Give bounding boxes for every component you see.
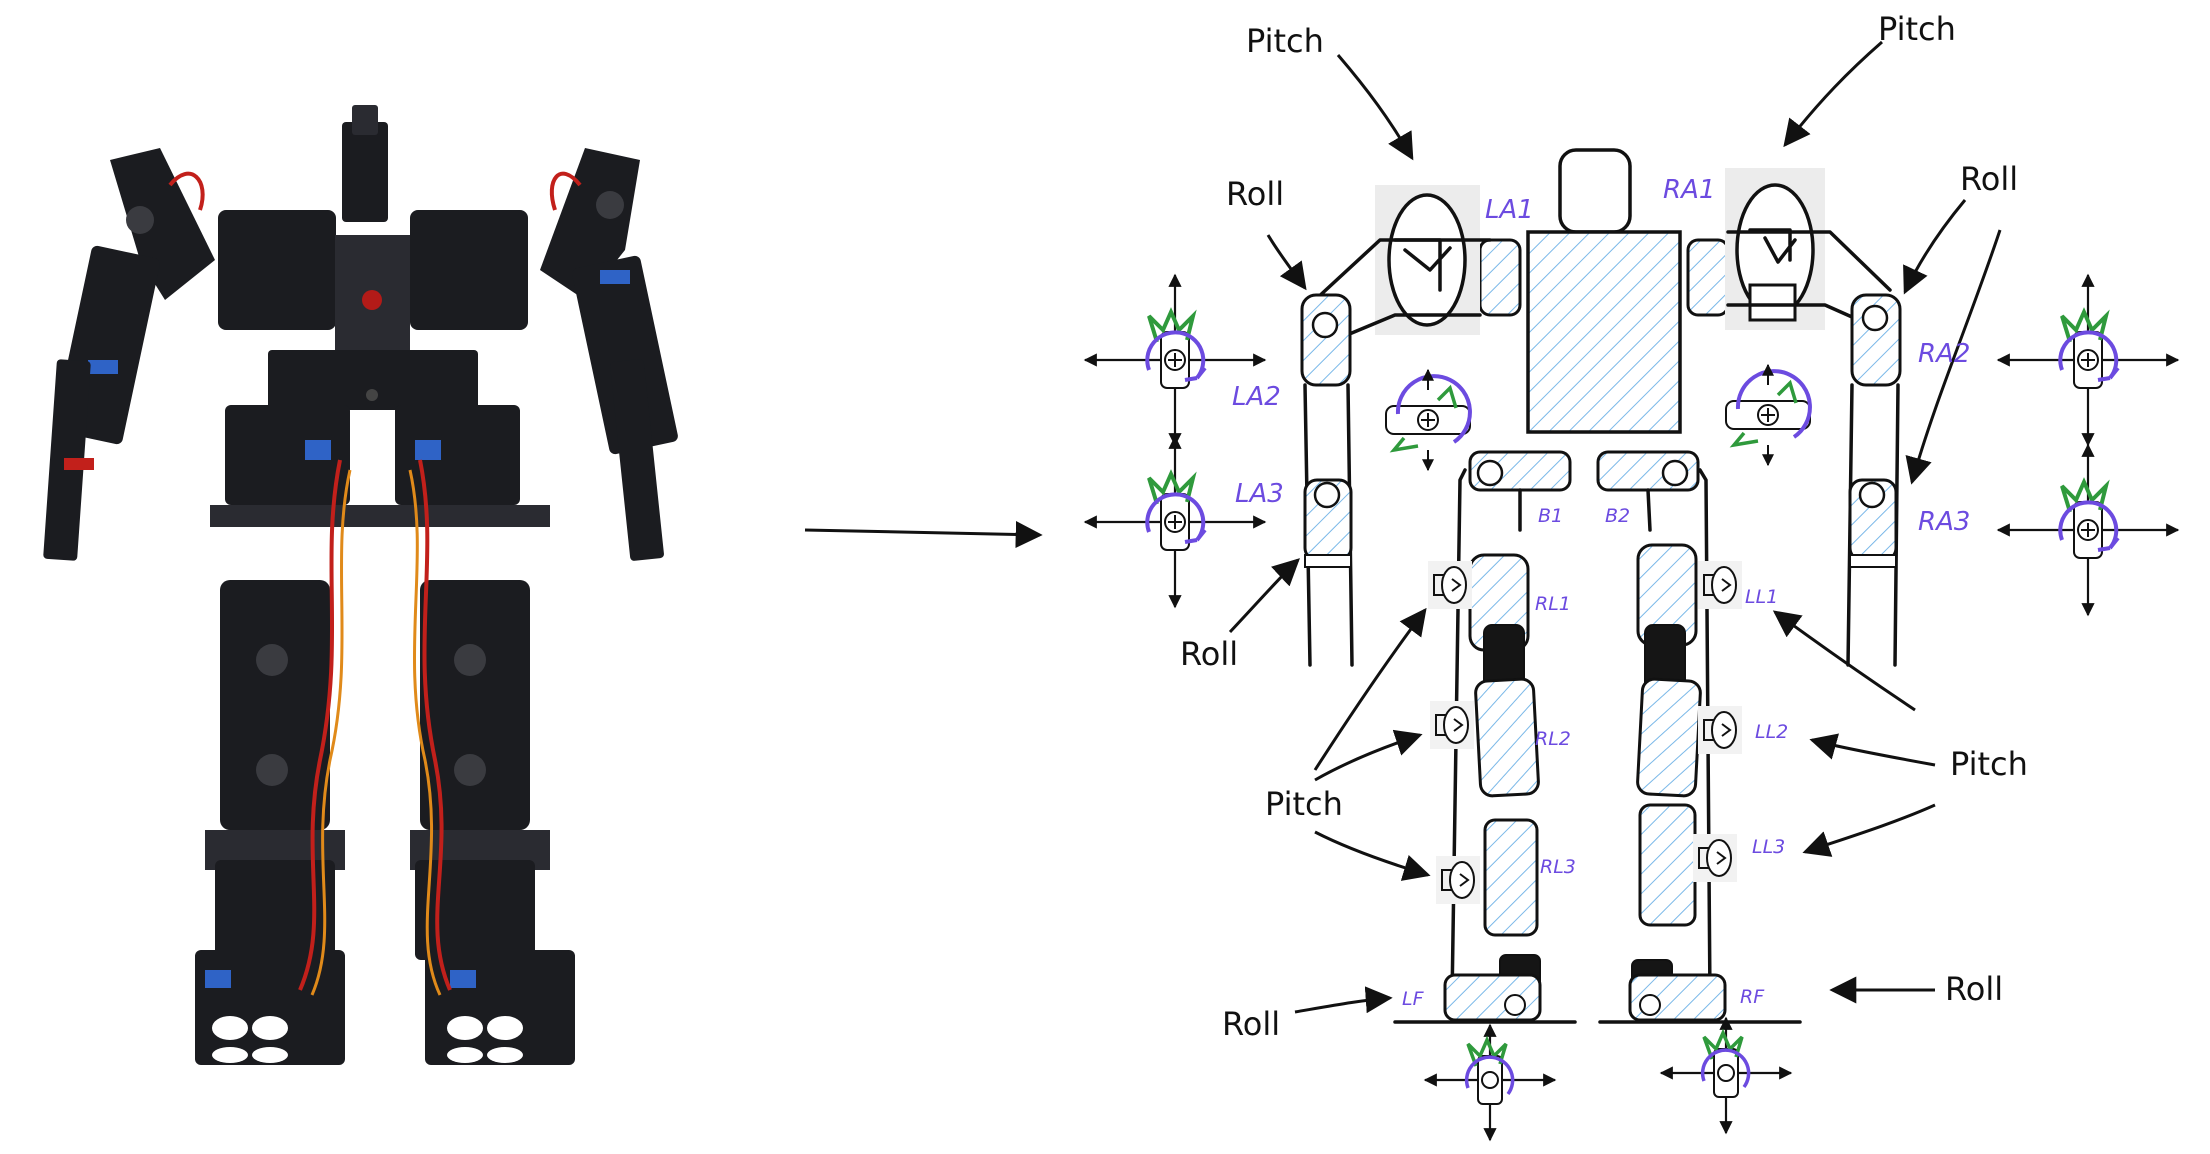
joint-label-lf: LF bbox=[1402, 988, 1425, 1010]
joint-label-ll3: LL3 bbox=[1752, 836, 1785, 858]
arrow-right-icon bbox=[804, 520, 1043, 548]
pitch-label: Pitch bbox=[1950, 745, 2028, 783]
servo-rotation-icon bbox=[1085, 437, 1265, 607]
pitch-label: Pitch bbox=[1878, 10, 1956, 48]
joint-label-b2: B2 bbox=[1605, 505, 1630, 527]
pitch-label: Pitch bbox=[1246, 22, 1324, 60]
roll-label: Roll bbox=[1945, 970, 2003, 1008]
roll-label: Roll bbox=[1226, 175, 1284, 213]
servo-rotation-icon bbox=[1425, 1025, 1555, 1140]
servo-rotation-icon bbox=[1085, 275, 1265, 445]
servo-rotation-icon bbox=[1998, 275, 2178, 445]
roll-label: Roll bbox=[1222, 1005, 1280, 1043]
joint-label-ra3: RA3 bbox=[1918, 507, 1970, 537]
roll-label: Roll bbox=[1960, 160, 2018, 198]
joint-label-rf: RF bbox=[1740, 986, 1765, 1008]
servo-rotation-icon bbox=[1998, 445, 2178, 615]
joint-label-ll2: LL2 bbox=[1755, 721, 1788, 743]
kinematic-sketch: Pitch Pitch Roll Roll Roll Pitch Pitch R… bbox=[1085, 10, 2178, 1140]
joint-label-ra2: RA2 bbox=[1918, 339, 1970, 369]
pitch-label: Pitch bbox=[1265, 785, 1343, 823]
servo-rotation-icon bbox=[1386, 370, 1470, 470]
joint-label-rl2: RL2 bbox=[1535, 728, 1571, 750]
joint-label-b1: B1 bbox=[1538, 505, 1563, 527]
servo-rotation-icon bbox=[1661, 1018, 1791, 1133]
roll-label: Roll bbox=[1180, 635, 1238, 673]
joint-label-la2: LA2 bbox=[1232, 382, 1281, 412]
humanoid-robot-photo bbox=[43, 105, 678, 1065]
joint-label-ll1: LL1 bbox=[1745, 586, 1778, 608]
joint-label-la1: LA1 bbox=[1485, 195, 1534, 225]
servo-rotation-icon bbox=[1726, 365, 1810, 465]
joint-label-rl3: RL3 bbox=[1540, 856, 1576, 878]
joint-label-ra1: RA1 bbox=[1663, 175, 1715, 205]
joint-label-la3: LA3 bbox=[1235, 479, 1284, 509]
joint-label-rl1: RL1 bbox=[1535, 593, 1571, 615]
